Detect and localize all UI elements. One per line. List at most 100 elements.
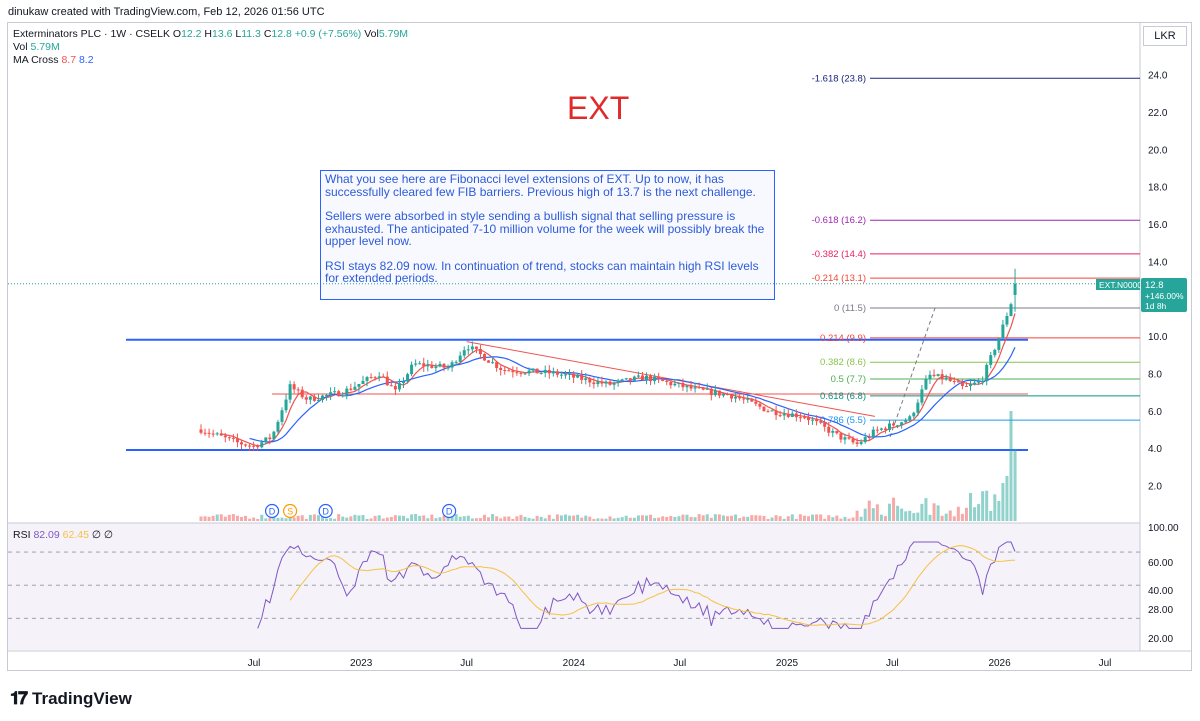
rsi-tick-label: 100.00 bbox=[1148, 523, 1179, 534]
candle-body bbox=[1013, 283, 1017, 295]
volume-bar bbox=[754, 515, 758, 521]
candle-body bbox=[418, 363, 422, 365]
volume-bar bbox=[993, 494, 997, 521]
ma-row[interactable]: MA Cross 8.7 8.2 bbox=[13, 54, 408, 67]
volume-bar bbox=[535, 515, 539, 521]
candle-body bbox=[754, 401, 758, 404]
candle-body bbox=[855, 442, 859, 444]
volume-bar bbox=[644, 515, 648, 521]
candle-body bbox=[887, 423, 891, 430]
candle-body bbox=[742, 398, 746, 400]
time-tick-label: 2023 bbox=[350, 658, 373, 669]
candle-body bbox=[592, 382, 596, 385]
candle-body bbox=[308, 396, 312, 400]
volume-bar bbox=[519, 514, 523, 521]
volume-bar bbox=[397, 515, 401, 521]
volume-bar bbox=[859, 516, 863, 521]
analysis-note[interactable]: What you see here are Fibonacci level ex… bbox=[320, 170, 775, 300]
fib-level-label: -0.618 (16.2) bbox=[812, 215, 866, 226]
volume-bar bbox=[495, 516, 499, 521]
candle-body bbox=[260, 442, 264, 448]
candle-body bbox=[952, 381, 956, 383]
volume-bar bbox=[730, 515, 734, 521]
candle-body bbox=[738, 396, 742, 399]
candle-body bbox=[640, 375, 644, 381]
candle-body bbox=[916, 402, 920, 413]
volume-bar bbox=[928, 514, 932, 521]
candle-body bbox=[665, 381, 669, 383]
rsi-ma-line bbox=[289, 545, 1015, 626]
candle-body bbox=[657, 376, 661, 379]
candle-body bbox=[653, 376, 657, 382]
volume-bar bbox=[482, 514, 486, 521]
volume-bar bbox=[276, 517, 280, 521]
dividend-marker[interactable] bbox=[264, 503, 280, 519]
candle-body bbox=[511, 370, 515, 373]
volume-bar bbox=[960, 513, 964, 521]
volume-bar bbox=[576, 514, 580, 521]
chart-frame[interactable] bbox=[7, 22, 1192, 671]
price-tag-background[interactable] bbox=[1141, 278, 1187, 312]
volume-bar bbox=[843, 516, 847, 521]
candle-body bbox=[385, 376, 389, 386]
candle-body bbox=[458, 355, 462, 362]
vol-inline-value: 5.79M bbox=[378, 28, 409, 40]
fib-level-label: -0.214 (13.1) bbox=[812, 273, 866, 284]
projection-dashed-line[interactable] bbox=[889, 307, 936, 438]
candle-body bbox=[725, 393, 729, 396]
candle-body bbox=[847, 437, 851, 439]
volume-bar bbox=[936, 505, 940, 521]
split-marker[interactable] bbox=[283, 503, 298, 519]
volume-bar bbox=[450, 516, 454, 521]
candle-body bbox=[292, 384, 296, 390]
volume-bar bbox=[252, 517, 256, 521]
candle-body bbox=[636, 375, 640, 377]
volume-bar bbox=[900, 508, 904, 521]
symbol-name[interactable]: Exterminators PLC · 1W · CSELK bbox=[13, 28, 170, 40]
dividend-marker[interactable] bbox=[442, 503, 457, 519]
volume-bar bbox=[624, 515, 628, 521]
candle-body bbox=[612, 382, 616, 385]
candle-body bbox=[802, 417, 806, 419]
volume-row[interactable]: Vol 5.79M bbox=[13, 41, 408, 54]
volume-bar bbox=[466, 515, 470, 521]
currency-button[interactable]: LKR bbox=[1143, 26, 1187, 46]
candle-body bbox=[535, 368, 539, 374]
candle-body bbox=[782, 413, 786, 416]
candle-body bbox=[389, 385, 393, 387]
volume-bar bbox=[717, 514, 721, 521]
time-tick-label: 2026 bbox=[988, 658, 1011, 669]
rsi-extra-2: ∅ bbox=[103, 529, 114, 541]
volume-bar bbox=[284, 518, 288, 521]
candle-body bbox=[422, 363, 426, 367]
note-paragraph-3: RSI stays 82.09 now. In continuation of … bbox=[325, 258, 759, 285]
volume-bar bbox=[778, 516, 782, 521]
time-tick-label: 2025 bbox=[776, 658, 799, 669]
volume-bar bbox=[345, 517, 349, 521]
volume-bar bbox=[203, 516, 207, 521]
volume-bar bbox=[349, 516, 353, 521]
price-tag-price: 12.8 bbox=[1145, 280, 1164, 291]
volume-bar bbox=[855, 510, 859, 521]
volume-bar bbox=[272, 515, 276, 521]
fib-level-label: 0 (11.5) bbox=[834, 303, 866, 314]
candle-body bbox=[839, 433, 843, 440]
candle-body bbox=[879, 428, 883, 430]
candle-body bbox=[543, 369, 547, 373]
volume-bar bbox=[199, 516, 203, 521]
high-value: 13.6 bbox=[212, 28, 233, 40]
volume-bar bbox=[1009, 411, 1013, 521]
candle-body bbox=[604, 381, 608, 384]
volume-bar bbox=[555, 514, 559, 521]
fib-level-label: -0.382 (14.4) bbox=[812, 249, 866, 260]
candle-body bbox=[519, 372, 523, 374]
candle-body bbox=[701, 387, 705, 390]
dividend-marker[interactable] bbox=[318, 503, 333, 519]
candle-body bbox=[353, 386, 357, 390]
price-tick-label: 24.0 bbox=[1148, 71, 1168, 82]
volume-bar bbox=[260, 514, 264, 521]
volume-bar bbox=[653, 518, 657, 521]
candle-body bbox=[284, 399, 288, 411]
volume-bar bbox=[406, 518, 410, 521]
